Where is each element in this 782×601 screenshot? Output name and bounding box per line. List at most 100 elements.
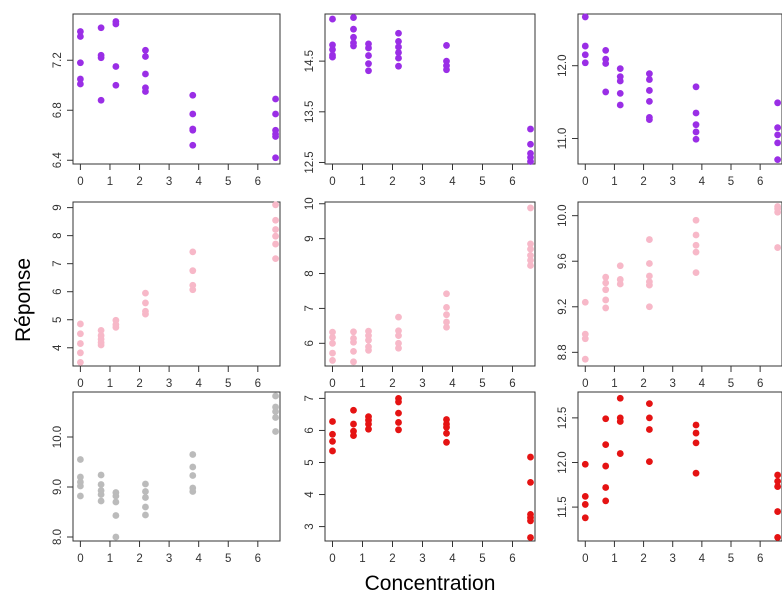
- data-point: [646, 260, 653, 267]
- x-tick-label: 3: [670, 553, 676, 565]
- x-tick-label: 0: [329, 176, 335, 188]
- x-tick-label: 6: [509, 176, 515, 188]
- x-tick-label: 0: [77, 378, 83, 390]
- data-point: [329, 328, 336, 336]
- data-point: [395, 62, 402, 70]
- data-point: [97, 497, 105, 505]
- data-point: [395, 43, 402, 51]
- panel-r1c3: 0 1 2 3 4 5 6 11.0 12.0: [557, 13, 782, 188]
- data-point: [395, 419, 402, 426]
- data-point: [329, 418, 336, 425]
- data-point: [646, 116, 653, 123]
- x-tick-label: 2: [389, 378, 395, 390]
- data-point: [443, 323, 450, 331]
- x-tick-label: 2: [136, 378, 142, 390]
- x-tick-label: 0: [582, 378, 588, 390]
- data-point: [329, 339, 336, 347]
- data-point: [76, 349, 84, 357]
- data-point: [189, 141, 197, 149]
- x-tick-label: 5: [728, 378, 734, 390]
- data-point: [443, 318, 450, 326]
- data-point: [443, 429, 450, 437]
- x-tick-label: 5: [225, 378, 231, 390]
- data-point: [272, 414, 279, 421]
- data-point: [272, 154, 279, 162]
- data-point: [527, 517, 534, 525]
- data-point: [272, 95, 279, 103]
- panel-r3c2: 0 1 2 3 4 5 6 3 4 5 6 7: [304, 391, 536, 565]
- x-tick-label: 6: [757, 378, 763, 390]
- y-tick-label: 9: [52, 204, 64, 210]
- data-point: [692, 248, 700, 256]
- y-tick-label: 6.8: [52, 102, 64, 118]
- data-point: [443, 303, 450, 311]
- data-point: [76, 330, 84, 338]
- x-tick-label: 4: [699, 553, 706, 565]
- data-point: [395, 327, 402, 335]
- panel-frame: [324, 391, 536, 542]
- panel-r1c2: 0 1 2 3 4 5 6 12.5 13.5 14.5: [304, 13, 536, 188]
- panel-r1c1: 0 1 2 3 4 5 6 6.4 6.8 7.2: [52, 13, 281, 188]
- data-point: [692, 83, 700, 91]
- data-point: [692, 469, 700, 477]
- x-tick-label: 1: [611, 176, 617, 188]
- data-point: [350, 406, 357, 414]
- data-point: [272, 216, 279, 224]
- panel-frame: [72, 391, 281, 542]
- data-point: [97, 481, 105, 488]
- data-point: [189, 472, 197, 479]
- data-point: [602, 286, 610, 294]
- data-point: [616, 262, 624, 270]
- data-point: [602, 47, 610, 54]
- data-point: [76, 75, 84, 83]
- data-point: [602, 88, 610, 96]
- data-point: [395, 313, 402, 321]
- data-point: [76, 59, 84, 67]
- data-point: [142, 299, 149, 307]
- data-point: [365, 60, 372, 68]
- data-point: [189, 91, 197, 99]
- panel-frame: [72, 13, 281, 165]
- data-point: [329, 15, 336, 23]
- data-point: [602, 441, 610, 449]
- data-point: [774, 131, 782, 139]
- data-point: [692, 128, 700, 136]
- y-tick-label: 5: [304, 459, 316, 465]
- data-point: [616, 394, 624, 402]
- data-point: [142, 310, 149, 318]
- data-point: [527, 204, 534, 212]
- data-point: [112, 533, 120, 541]
- panel-frame: [324, 201, 536, 367]
- data-point: [774, 483, 782, 490]
- y-tick-label: 14.5: [304, 50, 316, 72]
- panel-r3c1: 0 1 2 3 4 5 6 8.0 9.0 10.0: [52, 391, 281, 565]
- data-point: [646, 414, 653, 422]
- data-point: [443, 423, 450, 431]
- data-point: [142, 494, 149, 501]
- data-point: [76, 358, 84, 366]
- data-point: [692, 421, 700, 429]
- data-point: [774, 99, 782, 107]
- data-point: [142, 46, 149, 54]
- y-tick-label: 12.5: [557, 407, 569, 429]
- data-point: [581, 514, 589, 522]
- x-tick-label: 5: [479, 553, 485, 565]
- x-tick-label: 3: [670, 176, 676, 188]
- data-point: [97, 54, 105, 62]
- data-point: [350, 14, 357, 21]
- data-point: [602, 60, 610, 67]
- data-point: [774, 244, 782, 251]
- data-point: [616, 65, 624, 73]
- data-point: [142, 88, 149, 95]
- y-tick-label: 8.8: [557, 344, 569, 360]
- x-tick-label: 6: [509, 378, 515, 390]
- data-point: [142, 488, 149, 495]
- data-point: [272, 255, 279, 263]
- data-point: [602, 296, 610, 304]
- y-tick-label: 10.0: [557, 204, 569, 226]
- data-point: [189, 451, 197, 458]
- data-point: [395, 49, 402, 56]
- panel-frame: [577, 13, 782, 165]
- y-tick-label: 12.0: [557, 55, 569, 77]
- y-tick-label: 5: [52, 317, 64, 323]
